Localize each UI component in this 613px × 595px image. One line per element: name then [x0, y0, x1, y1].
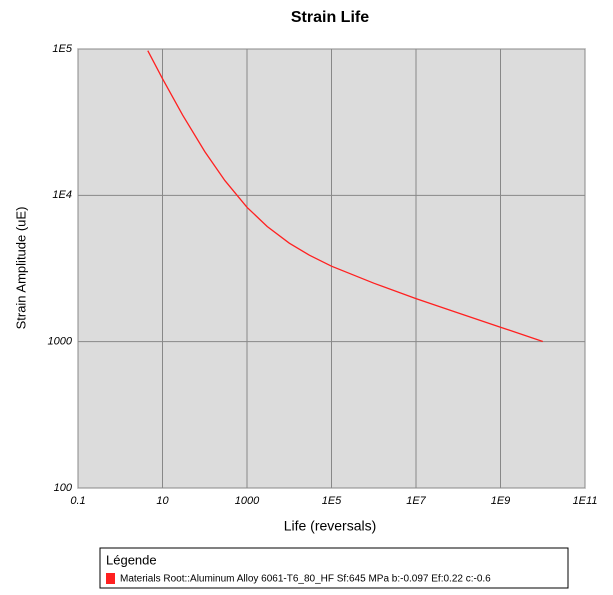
- y-tick-label: 1E4: [52, 189, 72, 201]
- x-tick-label: 1E7: [406, 495, 426, 507]
- legend: [99, 547, 569, 589]
- x-tick-label: 0.1: [70, 495, 85, 507]
- line-series: [147, 50, 544, 343]
- x-tick-label: 1000: [235, 495, 260, 507]
- y-tick-label: 1E5: [52, 43, 72, 55]
- x-axis-label: Life (reversals): [284, 518, 377, 534]
- legend-label: Materials Root::Aluminum Alloy 6061-T6_8…: [120, 574, 491, 585]
- y-axis-label: Strain Amplitude (uE): [13, 207, 28, 330]
- y-tick-label: 1000: [48, 336, 73, 348]
- legend-swatch: [106, 573, 115, 584]
- x-tick-label: 10: [156, 495, 169, 507]
- x-tick-label: 1E11: [573, 495, 598, 507]
- x-tick-label: 1E9: [491, 495, 511, 507]
- y-tick-label: 100: [54, 482, 73, 494]
- x-tick-label: 1E5: [322, 495, 342, 507]
- legend-title: Légende: [106, 552, 157, 567]
- chart-title: Strain Life: [291, 9, 369, 26]
